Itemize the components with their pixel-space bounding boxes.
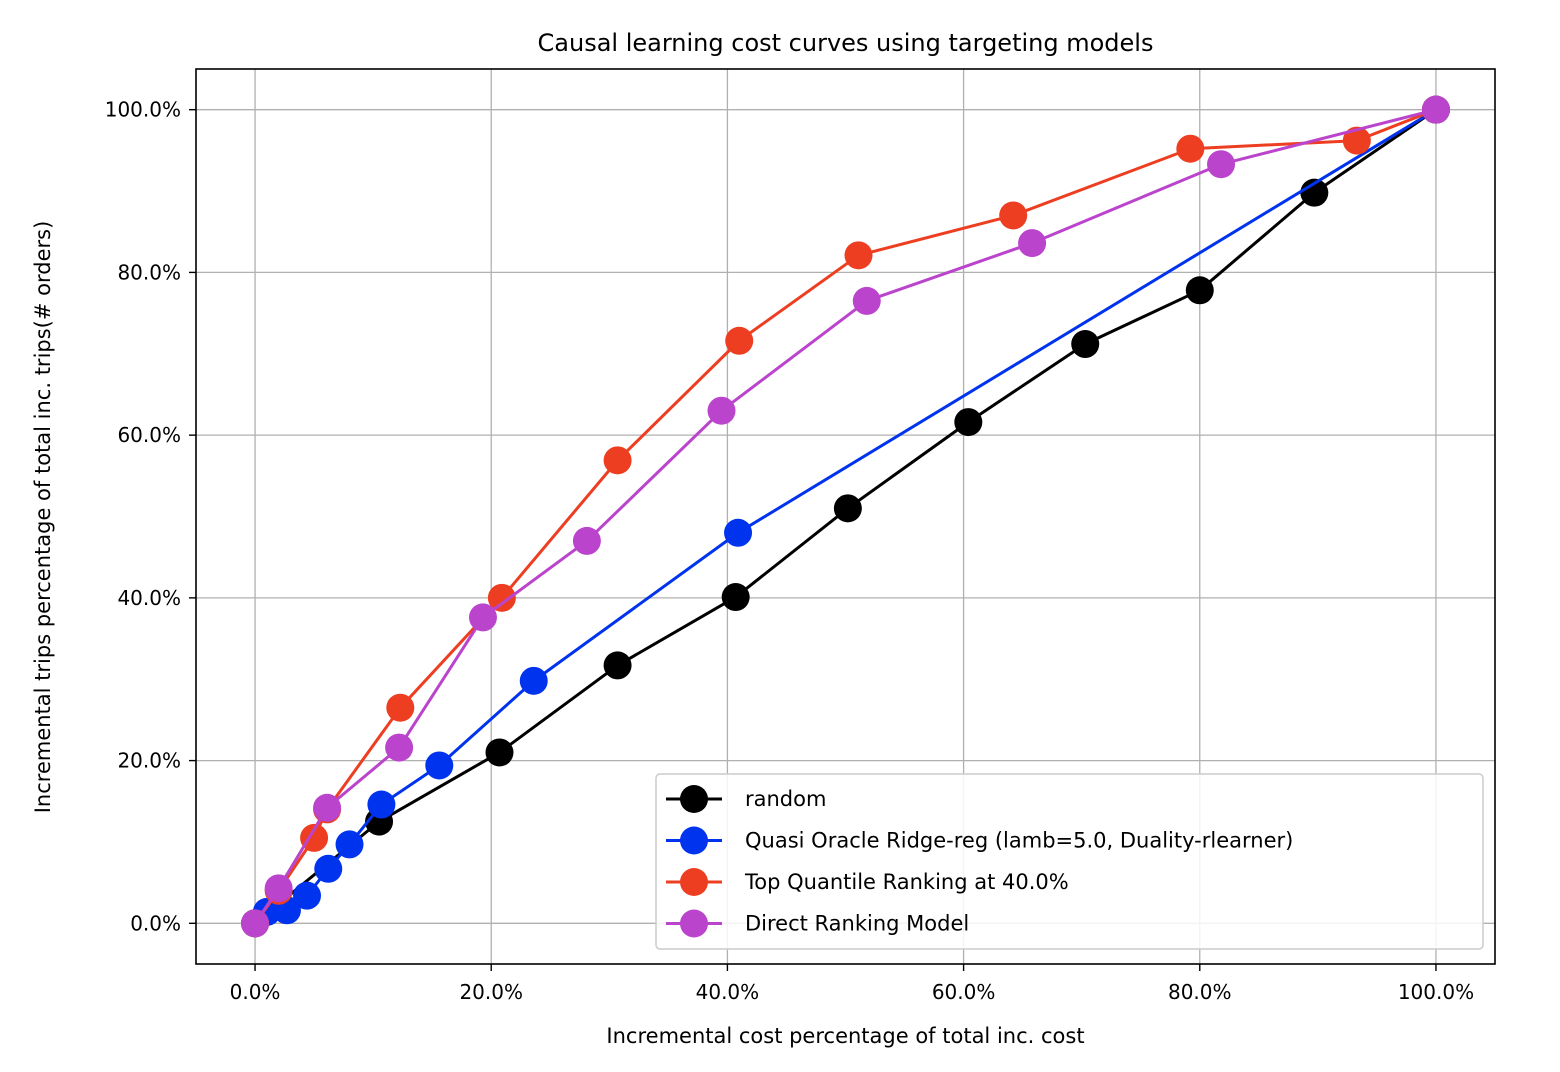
x-tick-label: 40.0%	[696, 980, 760, 1004]
y-tick-label: 100.0%	[105, 98, 181, 122]
data-point	[293, 881, 322, 910]
legend-item: Quasi Oracle Ridge-reg (lamb=5.0, Dualit…	[666, 826, 1293, 855]
data-point	[385, 733, 414, 762]
data-point	[519, 666, 548, 695]
data-point	[999, 201, 1028, 230]
data-point	[386, 693, 415, 722]
data-point	[954, 408, 983, 437]
data-point	[1018, 229, 1047, 258]
legend-marker	[680, 785, 708, 813]
y-axis-label: Incremental trips percentage of total in…	[31, 221, 55, 814]
data-point	[603, 651, 632, 680]
data-point	[844, 241, 873, 270]
data-point	[241, 909, 270, 938]
legend-marker	[680, 909, 708, 938]
y-tick-label: 0.0%	[130, 911, 181, 935]
legend: random Quasi Oracle Ridge-reg (lamb=5.0, …	[655, 773, 1484, 950]
y-tick-label: 80.0%	[117, 260, 181, 284]
series-layer	[241, 95, 1450, 938]
y-tick-label: 60.0%	[117, 423, 181, 447]
legend-item: Top Quantile Ranking at 40.0%	[666, 868, 1069, 896]
data-point	[603, 446, 632, 475]
data-point	[367, 790, 396, 819]
x-tick-label: 20.0%	[459, 980, 523, 1004]
data-point	[707, 396, 736, 425]
legend-box	[655, 773, 1484, 950]
legend-item: Direct Ranking Model	[666, 909, 969, 938]
legend-label: random	[745, 787, 826, 811]
y-tick-label: 40.0%	[117, 586, 181, 610]
data-point	[724, 518, 753, 547]
x-axis-label: Incremental cost percentage of total inc…	[606, 1024, 1084, 1048]
x-tick-label: 80.0%	[1168, 980, 1232, 1004]
data-point	[314, 854, 343, 883]
data-point	[1185, 276, 1214, 305]
data-point	[1207, 150, 1236, 179]
x-tick-label: 60.0%	[932, 980, 996, 1004]
data-point	[852, 286, 881, 315]
legend-marker	[680, 868, 708, 896]
data-point	[721, 583, 750, 612]
data-point	[487, 583, 516, 612]
legend-item: random	[666, 785, 826, 813]
legend-label: Direct Ranking Model	[745, 912, 969, 936]
data-point	[335, 830, 364, 859]
grid-layer	[196, 69, 1495, 964]
x-tick-label: 0.0%	[230, 980, 281, 1004]
data-point	[833, 494, 862, 523]
data-point	[1421, 95, 1450, 124]
legend-label: Top Quantile Ranking at 40.0%	[744, 870, 1069, 894]
data-point	[300, 823, 329, 852]
legend-marker	[680, 826, 708, 855]
plot-frame	[195, 68, 1496, 965]
y-tick-label: 20.0%	[117, 749, 181, 773]
tick-layer: 0.0% 20.0% 40.0% 60.0% 80.0% 100.0% 0.0% 20.0% 4…	[105, 98, 1474, 1004]
data-point	[313, 793, 342, 822]
series-1	[241, 95, 1450, 938]
x-tick-label: 100.0%	[1398, 980, 1474, 1004]
data-point	[425, 751, 454, 780]
data-point	[572, 526, 601, 555]
data-point	[1342, 126, 1371, 155]
data-point	[468, 603, 497, 632]
data-point	[1300, 178, 1329, 207]
chart-title: Causal learning cost curves using target…	[538, 29, 1154, 57]
legend-label: Quasi Oracle Ridge-reg (lamb=5.0, Dualit…	[745, 829, 1293, 853]
data-point	[725, 326, 754, 355]
data-point	[1071, 330, 1100, 359]
data-point	[1176, 134, 1205, 163]
data-point	[264, 874, 293, 903]
series-3	[241, 95, 1450, 938]
data-point	[485, 738, 514, 767]
